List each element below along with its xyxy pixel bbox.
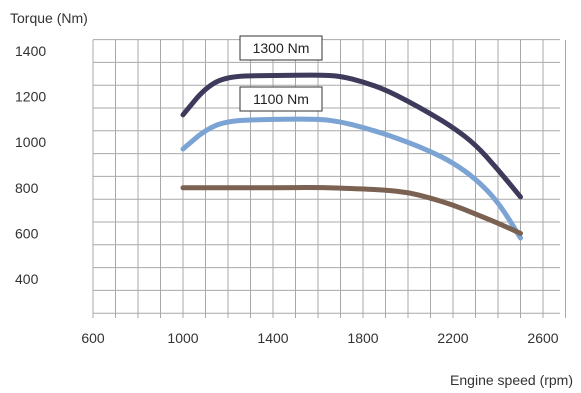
x-tick-label: 1800 bbox=[347, 330, 378, 346]
annotation-label: 1100 Nm bbox=[253, 91, 309, 107]
y-tick-label: 800 bbox=[15, 180, 39, 196]
x-tick-label: 2600 bbox=[527, 330, 558, 346]
x-tick-label: 1400 bbox=[257, 330, 288, 346]
y-tick-label: 400 bbox=[15, 271, 39, 287]
y-tick-label: 600 bbox=[15, 225, 39, 241]
x-tick-label: 1000 bbox=[167, 330, 198, 346]
x-tick-labels: 600 1000 1400 1800 2200 2600 bbox=[81, 330, 558, 346]
series-line-2 bbox=[180, 116, 523, 241]
y-tick-label: 1200 bbox=[15, 89, 46, 105]
series-lines bbox=[180, 72, 523, 241]
annotation-box bbox=[239, 35, 323, 61]
annotations: 1300 Nm 1100 Nm bbox=[239, 35, 323, 112]
series-line-1 bbox=[180, 72, 523, 200]
y-tick-label: 1400 bbox=[15, 43, 46, 59]
x-tick-label: 2200 bbox=[437, 330, 468, 346]
x-axis-title: Engine speed (rpm) bbox=[450, 372, 573, 388]
annotation-label: 1300 Nm bbox=[253, 40, 310, 56]
series-line-3 bbox=[180, 185, 523, 236]
grid bbox=[92, 39, 566, 318]
y-tick-labels: 400 600 800 1000 1200 1400 bbox=[15, 43, 46, 287]
y-axis-title: Torque (Nm) bbox=[10, 10, 88, 26]
x-tick-label: 600 bbox=[81, 330, 105, 346]
annotation-box bbox=[239, 86, 323, 112]
y-tick-label: 1000 bbox=[15, 134, 46, 150]
